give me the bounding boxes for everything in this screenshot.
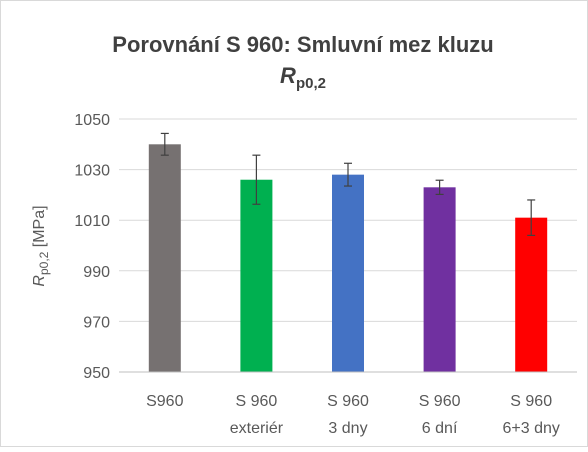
y-tick-label: 1050 [74,112,110,129]
chart-title: Porovnání S 960: Smluvní mez kluzu [112,32,493,57]
x-tick-label: S 960 [419,393,461,410]
bar [240,179,273,372]
y-tick-label: 1030 [74,163,110,180]
x-tick-label: exteriér [230,420,284,437]
bar [148,144,181,372]
y-tick-label: 970 [83,314,110,331]
y-label-unit: [MPa] [31,205,48,251]
x-tick-label: S 960 [235,393,277,410]
x-tick-label: 6+3 dny [503,420,560,437]
x-tick-label: S 960 [327,393,369,410]
x-tick-label: 6 dní [422,420,458,437]
bar [515,217,548,372]
x-tick-label: S960 [146,393,183,410]
y-label-main: R [31,275,48,287]
y-tick-label: 950 [83,365,110,382]
title-symbol-main: R [280,63,296,88]
bar [332,174,364,372]
y-axis-label: Rp0,2 [MPa] [31,205,51,286]
y-label-sub: p0,2 [37,251,51,275]
bar [423,187,456,372]
y-tick-label: 990 [83,264,110,281]
chart-title-symbol: Rp0,2 [280,63,326,92]
x-tick-label: 3 dny [328,420,367,437]
x-tick-label: S 960 [510,393,552,410]
y-tick-label: 1010 [74,213,110,230]
title-symbol-sub: p0,2 [296,75,326,92]
